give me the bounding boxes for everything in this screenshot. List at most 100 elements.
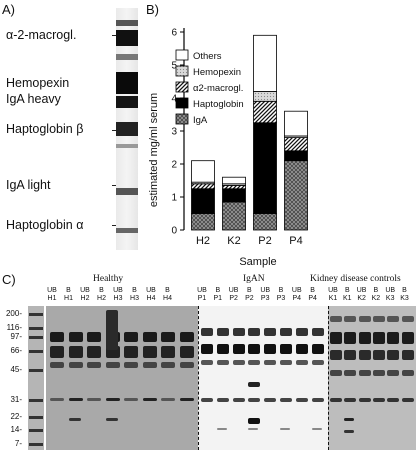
blot-band [295, 360, 308, 365]
ladder-band [29, 369, 43, 372]
blot-band [50, 346, 64, 358]
lane-label: UB P3 [258, 287, 272, 303]
panel-a-label: A) [2, 2, 15, 17]
bar-segment [253, 34, 277, 92]
blot-igan [198, 306, 328, 450]
lane-treatment: B [66, 287, 71, 294]
blot-band [216, 398, 229, 402]
blot-band [330, 332, 342, 344]
blot-band [280, 428, 290, 430]
lane-label: UB P4 [290, 287, 304, 303]
mw-marker-label: 66- [10, 346, 22, 355]
gel-band-hapto-beta [116, 122, 138, 136]
blot-area [22, 306, 416, 450]
lane-label: B H3 [128, 287, 142, 303]
mw-marker-label: 116- [6, 323, 22, 332]
blot-band [179, 332, 194, 342]
x-tick-label: K2 [227, 235, 240, 247]
blot-band [311, 344, 324, 354]
lane-sample: H4 [146, 295, 156, 302]
bar-segment [253, 91, 277, 102]
bar-segment [222, 201, 246, 231]
blot-band [161, 346, 175, 358]
blot-band [50, 332, 64, 342]
gel-band-faint [116, 144, 138, 148]
blot-band [179, 346, 194, 358]
lane-treatment: B [344, 287, 350, 294]
blot-band [216, 428, 227, 430]
ladder-band [29, 336, 43, 339]
legend-swatch [175, 97, 189, 109]
blot-band [372, 398, 385, 402]
lane-treatment: B [165, 287, 170, 294]
blot-band [232, 328, 245, 336]
lane-treatment: B [402, 287, 407, 294]
blot-band [232, 398, 245, 402]
y-axis-label: estimated mg/ml serum [148, 93, 160, 207]
blot-band [142, 332, 157, 342]
blot-band [264, 360, 277, 365]
y-tick-label: 4 [171, 94, 177, 105]
lane-treatment: UB [385, 287, 396, 294]
lane-sample: K1 [328, 295, 338, 302]
gel-band-minor [116, 54, 138, 60]
bar-segment [253, 213, 277, 231]
lane-label: B K2 [369, 287, 383, 303]
bar-segment [253, 100, 277, 124]
blot-band [105, 398, 120, 401]
y-tick-label: 5 [171, 61, 177, 72]
blot-band [87, 332, 101, 342]
blot-band [142, 398, 157, 401]
bar-segment [222, 185, 246, 190]
gel-band-iga-heavy [116, 96, 138, 108]
ladder-band [29, 429, 43, 432]
blot-band [387, 370, 400, 376]
ladder-band [29, 350, 43, 353]
bar-segment [222, 176, 246, 185]
lane-label: UB K3 [383, 287, 397, 303]
lane-sample: P4 [308, 295, 317, 302]
blot-band [179, 398, 194, 401]
mw-marker-label: 22- [10, 412, 22, 421]
lane-sample: K2 [357, 295, 366, 302]
lane-sample: H4 [163, 295, 172, 302]
blot-band [401, 398, 414, 402]
lane-treatment: UB [356, 287, 367, 294]
ladder-band [29, 313, 43, 316]
x-tick-label: P2 [258, 235, 271, 247]
group-divider [328, 306, 329, 450]
blot-band [161, 362, 175, 368]
lane-label: B K3 [398, 287, 412, 303]
gel-label-iga-light: IgA light [6, 178, 51, 192]
y-tick-label: 1 [171, 193, 177, 204]
lane-treatment: UB [113, 287, 123, 294]
lane-label: UB H1 [45, 287, 59, 303]
gel-band-iga-light [116, 188, 138, 195]
lane-label: B K1 [340, 287, 354, 303]
blot-band [216, 360, 229, 365]
lane-label: UB P2 [227, 287, 241, 303]
x-tick-label: P4 [289, 235, 302, 247]
lane-labels: UB H1 B H1 UB H2 B H2 UB H3 B H3 UB H4 B H4 UB P1 B P1 UB P2 B… [0, 287, 416, 307]
blot-band [344, 316, 357, 322]
blot-band [68, 346, 83, 358]
blot-band [216, 344, 229, 354]
blot-band [387, 350, 400, 360]
gel-band-a2m [116, 30, 138, 46]
blot-band [344, 430, 355, 433]
lane-treatment: UB [291, 287, 302, 294]
lane-sample: K3 [385, 295, 395, 302]
blot-band [344, 398, 357, 402]
lane-label: B H4 [161, 287, 175, 303]
gel-label-a2m: α-2-macrogl. [6, 28, 77, 42]
y-tick-label: 3 [171, 127, 177, 138]
lane-treatment: UB [47, 287, 57, 294]
blot-band [387, 398, 400, 402]
lane-label: B P4 [306, 287, 320, 303]
blot-band [105, 418, 118, 421]
lane-sample: H1 [47, 295, 57, 302]
gel-tick [112, 130, 116, 131]
blot-band [248, 398, 261, 402]
blot-band [248, 328, 261, 336]
gel-label-hapto-beta: Haptoglobin β [6, 122, 84, 136]
